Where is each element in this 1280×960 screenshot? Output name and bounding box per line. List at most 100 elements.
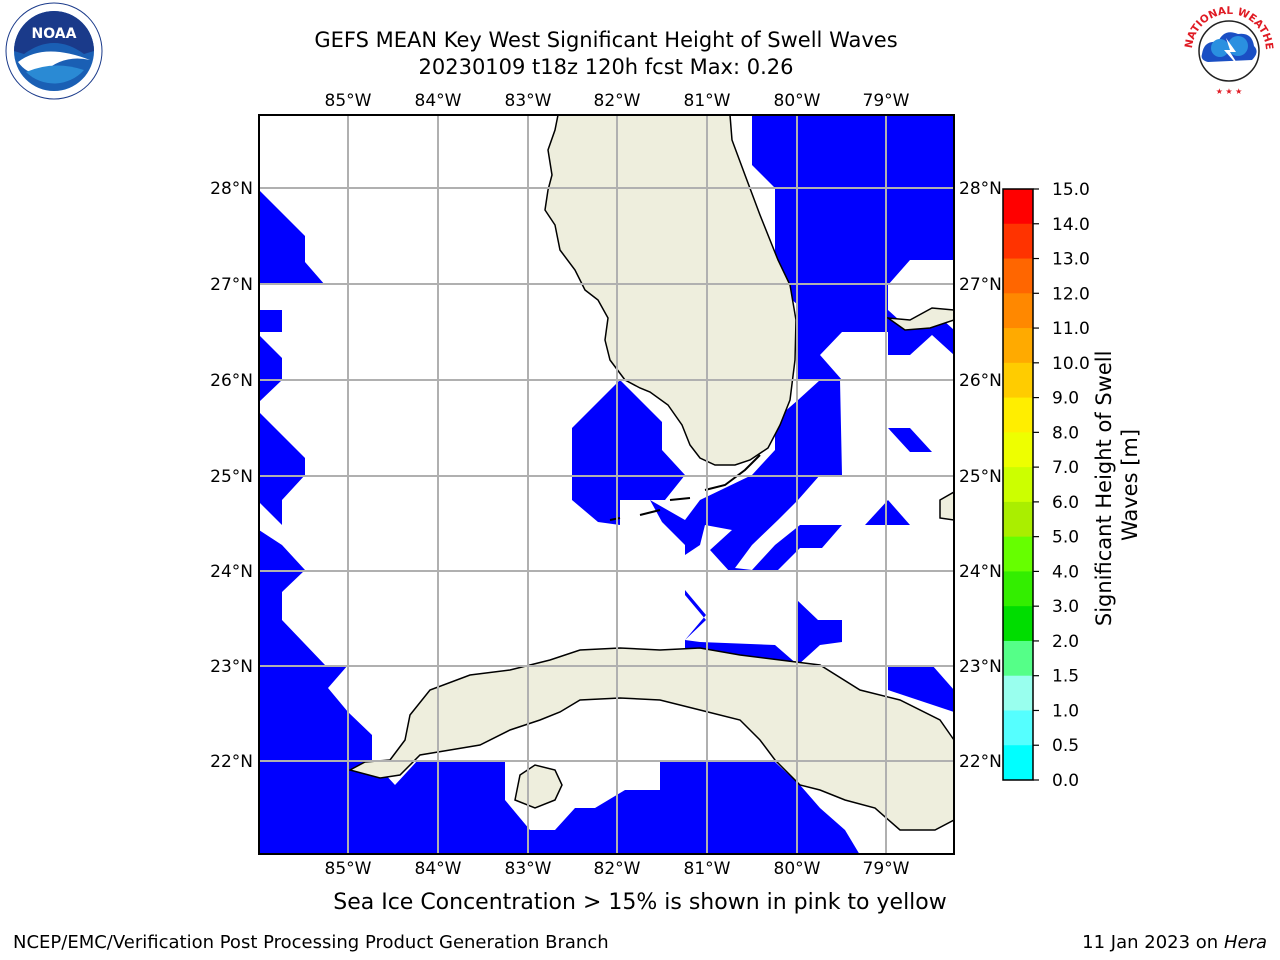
colorbar-segment	[1003, 258, 1033, 294]
footer-credit: NCEP/EMC/Verification Post Processing Pr…	[13, 932, 609, 953]
colorbar-segment	[1003, 362, 1033, 399]
colorbar-segment	[1003, 536, 1033, 572]
colorbar-tick-label: 5.0	[1052, 528, 1079, 548]
lat-label: 28°N	[210, 179, 253, 199]
colorbar-tick-label: 2.0	[1052, 632, 1079, 652]
swell-region-west-coast-2	[259, 310, 282, 332]
colorbar-segment	[1003, 467, 1033, 503]
swell-region-bahamas-1	[888, 428, 932, 452]
swell-field	[259, 115, 954, 854]
land-bahamas-andros	[939, 491, 954, 521]
swell-region-bahamas-2	[865, 500, 910, 525]
land-cuba	[347, 647, 954, 831]
swell-region-cuba-east	[888, 665, 954, 712]
lat-label: 25°N	[210, 467, 253, 487]
lat-label: 22°N	[959, 752, 1002, 772]
lon-label: 80°W	[774, 91, 821, 111]
lon-label: 82°W	[594, 859, 641, 879]
colorbar-tick-label: 4.0	[1052, 562, 1079, 582]
map-title: GEFS MEAN Key West Significant Height of…	[314, 28, 898, 52]
colorbar-segment	[1003, 397, 1033, 433]
florida-keys	[609, 454, 761, 521]
colorbar-tick-label: 0.0	[1052, 771, 1079, 791]
swell-region-west-coast-3	[259, 335, 282, 402]
lon-label: 81°W	[684, 91, 731, 111]
lat-label: 27°N	[959, 275, 1002, 295]
lon-label: 84°W	[415, 859, 462, 879]
noaa-logo-text: NOAA	[32, 26, 77, 42]
colorbar-tick-label: 13.0	[1052, 250, 1090, 270]
colorbar-tick-label: 10.0	[1052, 354, 1090, 374]
colorbar-tick-label: 0.5	[1052, 736, 1079, 756]
colorbar-tick-label: 1.5	[1052, 667, 1079, 687]
lat-label: 24°N	[959, 562, 1002, 582]
map-grid	[259, 115, 954, 854]
lat-label: 27°N	[210, 275, 253, 295]
lon-label: 82°W	[594, 91, 641, 111]
colorbar-segment	[1003, 675, 1033, 711]
map-subtitle: 20230109 t18z 120h fcst Max: 0.26	[418, 55, 794, 79]
footer-host: Hera	[1223, 932, 1267, 953]
colorbar-segment	[1003, 432, 1033, 468]
lat-label: 26°N	[959, 371, 1002, 391]
sea-ice-note: Sea Ice Concentration > 15% is shown in …	[333, 890, 947, 915]
lon-label: 79°W	[863, 859, 910, 879]
swell-region-west-coast-6	[259, 530, 860, 854]
colorbar-segment	[1003, 328, 1033, 364]
colorbar-tick-label: 6.0	[1052, 493, 1079, 513]
colorbar-segment	[1003, 571, 1033, 607]
colorbar-segment	[1003, 745, 1033, 781]
swell-region-keys	[572, 380, 685, 525]
lon-label: 85°W	[325, 859, 372, 879]
lon-labels-bottom: 85°W 84°W 83°W 82°W 81°W 80°W 79°W	[325, 859, 910, 879]
lon-label: 85°W	[325, 91, 372, 111]
colorbar-segment	[1003, 710, 1033, 746]
colorbar-segment	[1003, 189, 1033, 225]
land-bahamas-grand	[885, 307, 954, 331]
colorbar	[1002, 188, 1034, 781]
colorbar-segment	[1003, 640, 1033, 677]
colorbar-label: Significant Height of Swell Waves [m]	[1092, 344, 1142, 626]
swell-region-west-coast	[259, 190, 325, 285]
swell-region-atlantic	[752, 115, 954, 380]
lon-label: 79°W	[863, 91, 910, 111]
lat-label: 23°N	[959, 657, 1002, 677]
swell-region-straits	[650, 380, 842, 665]
colorbar-tick-label: 3.0	[1052, 597, 1079, 617]
lat-label: 22°N	[210, 752, 253, 772]
colorbar-tick-label: 9.0	[1052, 389, 1079, 409]
land-isla-juventud	[514, 764, 563, 809]
lon-labels-top: 85°W 84°W 83°W 82°W 81°W 80°W 79°W	[325, 91, 910, 111]
lat-label: 28°N	[959, 179, 1002, 199]
nws-logo: NATIONAL WEATHER SERVICE ★ ★ ★	[1180, 2, 1276, 98]
lon-label: 84°W	[415, 91, 462, 111]
lat-labels-left: 28°N 27°N 26°N 25°N 24°N 23°N 22°N	[210, 179, 253, 772]
colorbar-ticks: 15.0 14.0 13.0 12.0 11.0 10.0 9.0 8.0 7.0 6.0 5.0 4…	[1033, 180, 1090, 791]
colorbar-tick-label: 8.0	[1052, 423, 1079, 443]
swell-region-west-coast-5	[259, 475, 305, 525]
colorbar-tick-label: 1.0	[1052, 701, 1079, 721]
noaa-logo: NOAA	[5, 2, 103, 100]
map-frame	[258, 114, 955, 855]
lat-label: 23°N	[210, 657, 253, 677]
colorbar-frame	[1002, 188, 1034, 781]
lat-label: 26°N	[210, 371, 253, 391]
land-florida	[544, 115, 797, 466]
colorbar-segment	[1003, 501, 1033, 538]
colorbar-tick-label: 11.0	[1052, 319, 1090, 339]
lon-label: 80°W	[774, 859, 821, 879]
footer-date-text: 11 Jan 2023 on	[1082, 932, 1224, 953]
svg-text:★ ★ ★: ★ ★ ★	[1216, 87, 1243, 96]
colorbar-tick-label: 15.0	[1052, 180, 1090, 200]
colorbar-segment	[1003, 606, 1033, 642]
lon-label: 83°W	[505, 91, 552, 111]
lat-labels-right: 28°N 27°N 26°N 25°N 24°N 23°N 22°N	[959, 179, 1002, 772]
swell-region-west-coast-4	[259, 412, 305, 475]
lat-label: 24°N	[210, 562, 253, 582]
colorbar-segment	[1003, 223, 1033, 260]
colorbar-tick-label: 12.0	[1052, 284, 1090, 304]
colorbar-segment	[1003, 293, 1033, 329]
lon-label: 81°W	[684, 859, 731, 879]
lat-label: 25°N	[959, 467, 1002, 487]
colorbar-tick-label: 14.0	[1052, 215, 1090, 235]
